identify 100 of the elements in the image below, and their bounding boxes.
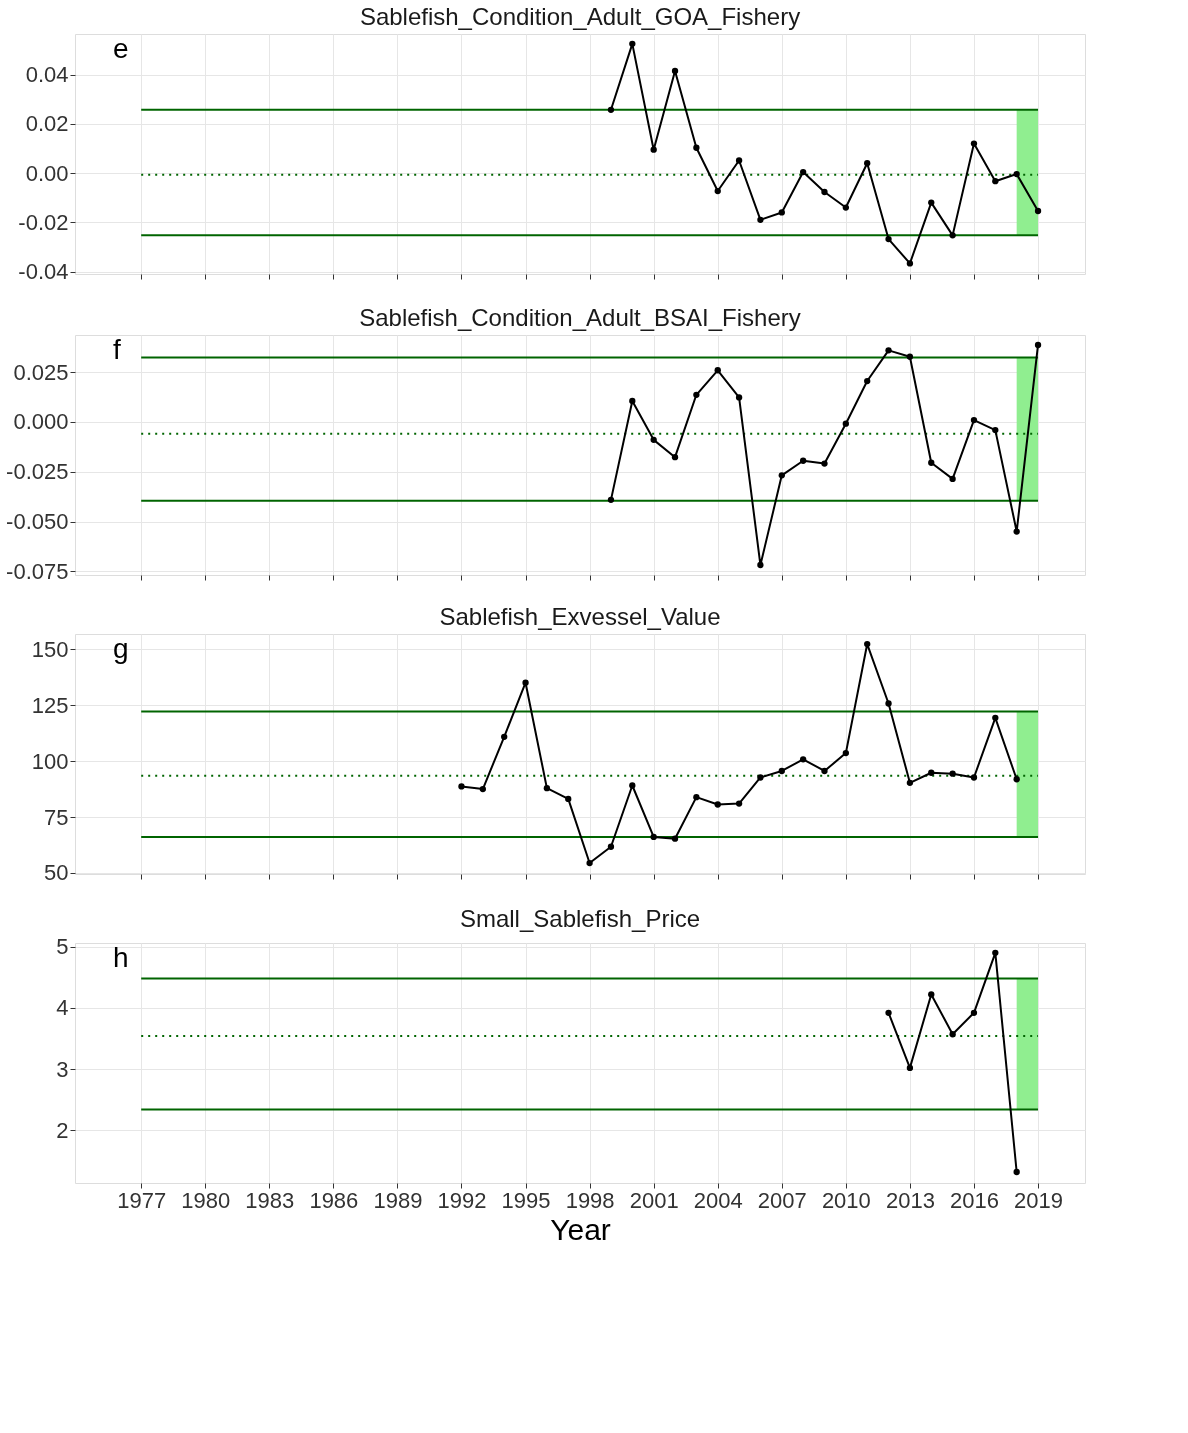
x-tick-label: 2001 bbox=[629, 1187, 679, 1213]
point bbox=[629, 40, 636, 47]
point bbox=[522, 679, 529, 686]
point bbox=[778, 767, 785, 775]
x-axis-title: Year bbox=[550, 1212, 611, 1246]
x-tick-label: 2004 bbox=[693, 1187, 743, 1213]
x-tick-label: 1989 bbox=[373, 1187, 423, 1213]
point bbox=[693, 144, 700, 151]
y-tick-label: -0.04 bbox=[18, 259, 69, 285]
point bbox=[885, 235, 892, 243]
point bbox=[778, 472, 785, 479]
point bbox=[714, 367, 721, 374]
point bbox=[1013, 528, 1020, 535]
annotation: e bbox=[113, 33, 129, 64]
point bbox=[714, 187, 721, 195]
point bbox=[970, 416, 978, 424]
chart-title: Sablefish_Condition_Adult_BSAI_Fishery bbox=[359, 304, 801, 331]
chart-title: Small_Sablefish_Price bbox=[459, 904, 701, 932]
y-tick-label: 100 bbox=[31, 748, 69, 774]
point bbox=[842, 749, 850, 757]
point bbox=[714, 801, 721, 808]
x-tick-label: 2019 bbox=[1014, 1187, 1063, 1213]
point bbox=[992, 949, 999, 956]
y-tick-label: 0.02 bbox=[25, 111, 69, 137]
y-tick-label: 5 bbox=[56, 934, 69, 960]
point bbox=[885, 347, 892, 354]
point bbox=[757, 561, 764, 569]
y-tick-label: 2 bbox=[56, 1117, 69, 1143]
y-tick-label: -0.025 bbox=[6, 459, 69, 485]
point bbox=[821, 767, 828, 775]
point bbox=[885, 1009, 892, 1016]
point bbox=[821, 188, 828, 196]
point bbox=[842, 420, 850, 427]
point bbox=[607, 496, 615, 504]
point bbox=[885, 700, 892, 707]
y-tick-label: 4 bbox=[56, 995, 69, 1021]
point bbox=[607, 106, 615, 113]
point bbox=[864, 640, 871, 648]
y-tick-label: 3 bbox=[56, 1056, 69, 1082]
annotation: h bbox=[113, 942, 129, 973]
point bbox=[906, 779, 914, 786]
y-tick-label: 150 bbox=[31, 636, 69, 662]
point bbox=[735, 800, 743, 807]
point bbox=[671, 67, 679, 75]
y-tick-label: 125 bbox=[31, 692, 69, 718]
point bbox=[693, 391, 700, 398]
point bbox=[629, 782, 636, 789]
y-tick-label: 0.025 bbox=[13, 359, 69, 385]
point bbox=[565, 795, 572, 803]
x-tick-label: 1992 bbox=[437, 1187, 487, 1213]
point bbox=[1013, 1168, 1020, 1176]
point bbox=[992, 426, 999, 434]
point bbox=[1013, 170, 1020, 178]
point bbox=[799, 168, 807, 176]
point bbox=[1034, 341, 1042, 349]
annotation: f bbox=[113, 334, 121, 365]
point bbox=[1013, 776, 1020, 783]
point bbox=[543, 785, 551, 792]
x-tick-label: 1998 bbox=[565, 1187, 615, 1213]
chart-title: Sablefish_Exvessel_Value bbox=[439, 603, 721, 630]
point bbox=[735, 157, 743, 164]
chart-title: Sablefish_Condition_Adult_GOA_Fishery bbox=[359, 3, 801, 30]
point bbox=[650, 833, 657, 841]
point bbox=[906, 260, 914, 267]
x-tick-label: 1983 bbox=[245, 1187, 295, 1213]
point bbox=[928, 769, 935, 776]
point bbox=[864, 160, 871, 167]
point bbox=[821, 460, 828, 467]
point bbox=[799, 756, 807, 763]
point bbox=[693, 793, 700, 801]
point bbox=[735, 394, 743, 401]
point bbox=[671, 454, 679, 461]
point bbox=[864, 377, 871, 385]
point bbox=[479, 785, 487, 793]
point bbox=[501, 733, 508, 740]
x-tick-label: 2010 bbox=[821, 1187, 871, 1213]
point bbox=[607, 843, 615, 850]
y-tick-label: 50 bbox=[44, 860, 69, 886]
x-tick-label: 2007 bbox=[757, 1187, 807, 1213]
point bbox=[992, 178, 999, 185]
point bbox=[1034, 207, 1042, 215]
point bbox=[928, 199, 935, 206]
y-tick-label: 75 bbox=[44, 804, 69, 830]
y-tick-label: 0.000 bbox=[13, 409, 69, 435]
y-tick-label: 0.04 bbox=[25, 62, 69, 88]
y-tick-label: -0.050 bbox=[6, 509, 69, 535]
point bbox=[949, 232, 956, 239]
point bbox=[842, 204, 850, 211]
point bbox=[949, 475, 956, 483]
point bbox=[928, 459, 935, 466]
annotation: g bbox=[113, 633, 129, 664]
y-tick-label: -0.02 bbox=[18, 209, 69, 235]
x-tick-label: 1977 bbox=[117, 1187, 167, 1213]
x-tick-label: 1986 bbox=[309, 1187, 359, 1213]
point bbox=[671, 835, 679, 842]
point bbox=[992, 714, 999, 721]
y-tick-label: -0.075 bbox=[6, 558, 69, 584]
point bbox=[586, 859, 593, 867]
x-tick-label: 1995 bbox=[501, 1187, 551, 1213]
point bbox=[949, 770, 956, 777]
